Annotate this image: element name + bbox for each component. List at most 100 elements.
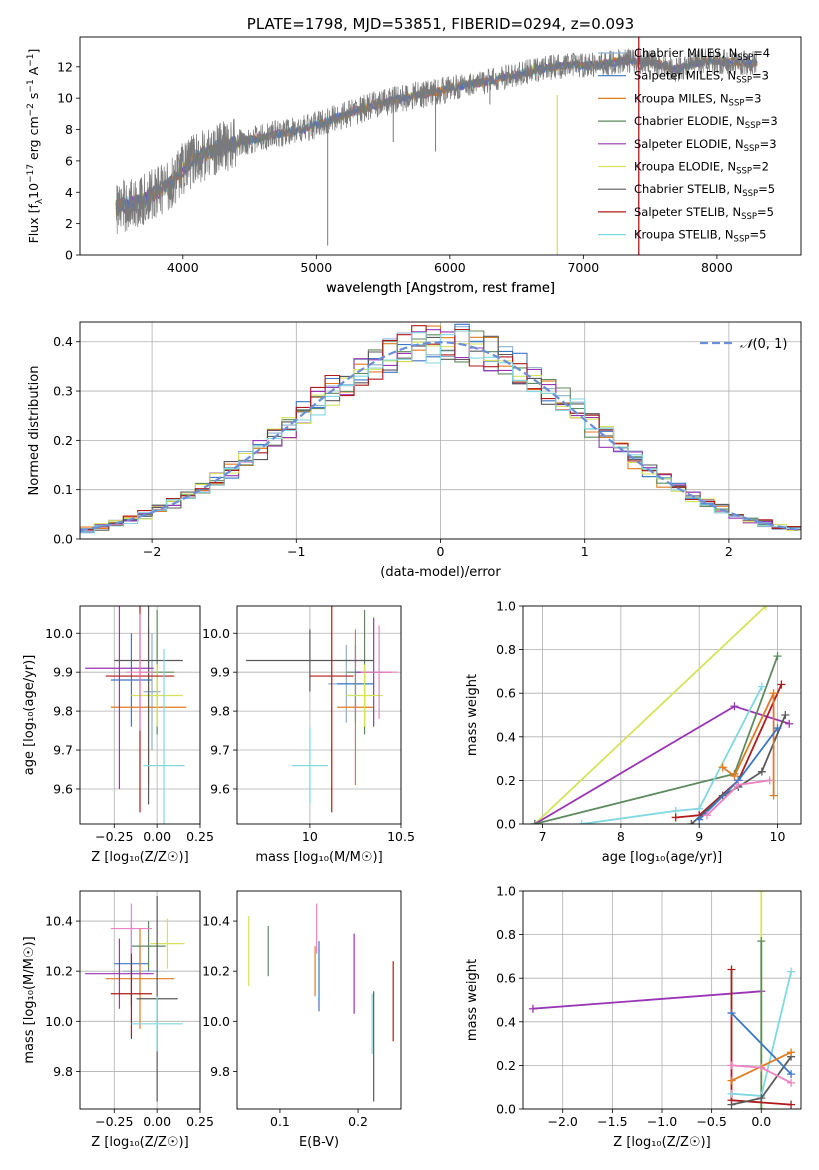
spectrum-ylabel-part: s bbox=[26, 93, 41, 104]
residuals-xtick-label: −2 bbox=[143, 544, 161, 559]
age_weight-plot bbox=[530, 606, 794, 824]
spectrum-xtick-label: 5000 bbox=[300, 260, 332, 275]
z_weight-point bbox=[727, 1009, 736, 1018]
z_weight-point bbox=[727, 965, 736, 974]
spectrum-ytick-label: 8 bbox=[65, 122, 73, 137]
spectrum-xtick-label: 7000 bbox=[567, 260, 599, 275]
age_weight-series-chabrier_elodie bbox=[534, 655, 779, 824]
residuals-ytick-label: 0.1 bbox=[53, 482, 73, 497]
mass_age-ytick-label: 9.9 bbox=[210, 665, 230, 680]
mass_age-plot bbox=[246, 606, 398, 813]
z_age-ytick-label: 9.7 bbox=[53, 743, 73, 758]
z_mass-xlabel: Z [log₁₀(Z/Z☉)] bbox=[91, 1135, 188, 1150]
spectrum-xtick-label: 8000 bbox=[701, 260, 733, 275]
age_weight-xtick-label: 7 bbox=[539, 829, 547, 844]
mass_age-ytick-label: 9.8 bbox=[210, 704, 230, 719]
z_weight-point bbox=[787, 1070, 796, 1079]
z_weight-point bbox=[528, 1004, 537, 1013]
z_weight-point bbox=[757, 891, 766, 895]
z_weight-xtick-label: −1.5 bbox=[597, 1114, 627, 1129]
z_weight-point bbox=[787, 1100, 796, 1109]
z_weight-xlabel: Z [log₁₀(Z/Z☉)] bbox=[613, 1135, 710, 1150]
z_weight-point bbox=[727, 1076, 736, 1085]
ebv_mass-ytick-label: 10.2 bbox=[202, 964, 230, 979]
spectrum-legend-label: Kroupa STELIB, NSSP=5 bbox=[634, 228, 766, 245]
z_age-axes: −0.25 0.00 0.25 9.6 9.7 9.8 9.9 10.0 Z [log₁₀(Z/… bbox=[22, 606, 214, 865]
z_weight-ytick-label: 0.0 bbox=[496, 1102, 516, 1117]
age_weight-point bbox=[730, 702, 739, 711]
residuals-legend-label-suffix: (0, 1) bbox=[752, 337, 787, 352]
z_weight-xtick-label: −1.0 bbox=[647, 1114, 677, 1129]
ebv_mass-xtick-label: 0.1 bbox=[270, 1114, 290, 1129]
age_weight-series-kroupa_miles bbox=[722, 692, 775, 796]
spectrum-legend-label-sub: SSP bbox=[745, 121, 761, 131]
age_weight-point bbox=[777, 680, 786, 689]
spectrum-legend-label-suffix: =4 bbox=[753, 46, 770, 60]
z_weight-xtick-label: −2.0 bbox=[548, 1114, 578, 1129]
z_weight-point bbox=[727, 1100, 736, 1109]
residuals-xtick-label: 1 bbox=[581, 544, 589, 559]
z_weight-xtick-label: 0.0 bbox=[751, 1114, 771, 1129]
age_weight-ytick-label: 0.0 bbox=[496, 817, 516, 832]
age_weight-xlabel: age [log₁₀(age/yr)] bbox=[602, 850, 723, 865]
spectrum-legend-label: Salpeter STELIB, NSSP=5 bbox=[634, 205, 774, 222]
age_weight-point bbox=[765, 776, 774, 785]
spectrum-legend-label-prefix: Chabrier MILES, N bbox=[634, 46, 737, 60]
residuals-ytick-label: 0.3 bbox=[53, 384, 73, 399]
z_weight-point bbox=[787, 967, 796, 976]
age_weight-ytick-label: 0.6 bbox=[496, 686, 516, 701]
spectrum-legend-label-sub: SSP bbox=[734, 235, 750, 245]
mass_age-xtick-label: 10.5 bbox=[387, 829, 415, 844]
residuals-ytick-label: 0.0 bbox=[53, 532, 73, 547]
z_age-ylabel: age [log₁₀(age/yr)] bbox=[22, 655, 37, 776]
age_weight-point bbox=[773, 724, 782, 733]
z_mass-xtick-label: 0.25 bbox=[186, 1114, 214, 1129]
mass_age-ytick-label: 10.0 bbox=[202, 626, 230, 641]
spectrum-legend-label: Chabrier STELIB, NSSP=5 bbox=[634, 182, 775, 199]
spectrum-ylabel-part: −1 bbox=[26, 54, 36, 67]
z_mass-plot bbox=[85, 896, 185, 1102]
age_weight-point bbox=[530, 820, 539, 824]
residuals-xlabel: (data-model)/error bbox=[380, 565, 501, 580]
spectrum-ylabel-part: λ bbox=[35, 198, 45, 204]
z_age-xtick-label: 0.00 bbox=[143, 829, 171, 844]
age_weight-point bbox=[687, 820, 696, 824]
spectrum-legend-label-prefix: Salpeter ELODIE, N bbox=[634, 137, 744, 151]
z_weight-point bbox=[757, 937, 766, 946]
spectrum-ytick-label: 6 bbox=[65, 153, 73, 168]
age_weight-series-kroupa_stelib bbox=[581, 686, 763, 824]
z_weight-series-salpeter_miles bbox=[730, 1012, 792, 1075]
age_weight-point bbox=[769, 791, 778, 800]
spectrum-legend-label-prefix: Chabrier ELODIE, N bbox=[634, 114, 745, 128]
spectrum-frame bbox=[79, 36, 802, 256]
z_weight-ytick-label: 1.0 bbox=[496, 884, 516, 899]
age_weight-point bbox=[757, 682, 766, 691]
z_weight-point bbox=[727, 1061, 736, 1070]
z_weight-point bbox=[787, 1078, 796, 1087]
spectrum-xtick-label: 4000 bbox=[167, 260, 199, 275]
mass_age-xlabel: mass [log₁₀(M/M☉)] bbox=[255, 850, 382, 865]
z_weight-ytick-label: 0.8 bbox=[496, 927, 516, 942]
spectrum-legend-label-sub: SSP bbox=[736, 76, 752, 86]
ebv_mass-ytick-label: 9.8 bbox=[210, 1064, 230, 1079]
z_weight-point bbox=[787, 1048, 796, 1057]
z_mass-ylabel: mass [log₁₀(M/M☉)] bbox=[22, 936, 37, 1063]
spectrum-ytick-label: 4 bbox=[65, 185, 73, 200]
ebv_mass-xtick-label: 0.2 bbox=[348, 1114, 368, 1129]
spectrum-ytick-label: 10 bbox=[57, 91, 73, 106]
spectrum-legend-label-sub: SSP bbox=[744, 144, 760, 154]
z_age-xtick-label: 0.25 bbox=[186, 829, 214, 844]
residuals-legend: 𝒩(0, 1) bbox=[700, 337, 787, 352]
z_mass-axes: −0.25 0.00 0.25 9.8 10.0 10.2 10.4 Z [log₁₀(Z/Z… bbox=[22, 891, 214, 1150]
spectrum-legend-label-sub: SSP bbox=[736, 167, 752, 177]
mass_age-xtick-label: 10 bbox=[302, 829, 318, 844]
z_weight-xtick-label: −0.5 bbox=[696, 1114, 726, 1129]
spectrum-legend-label-sub: SSP bbox=[729, 98, 745, 108]
age_weight-point bbox=[718, 763, 727, 772]
spectrum-legend-label-prefix: Kroupa STELIB, N bbox=[634, 228, 734, 242]
spectrum-legend-label-suffix: =5 bbox=[749, 228, 766, 242]
mass_age-axes: 10 10.5 9.6 9.7 9.8 9.9 10.0 mass [log₁₀(M/M☉)] bbox=[202, 606, 415, 865]
z_weight-point bbox=[757, 1105, 766, 1109]
spectrum-legend-label: Salpeter ELODIE, NSSP=3 bbox=[634, 137, 777, 154]
